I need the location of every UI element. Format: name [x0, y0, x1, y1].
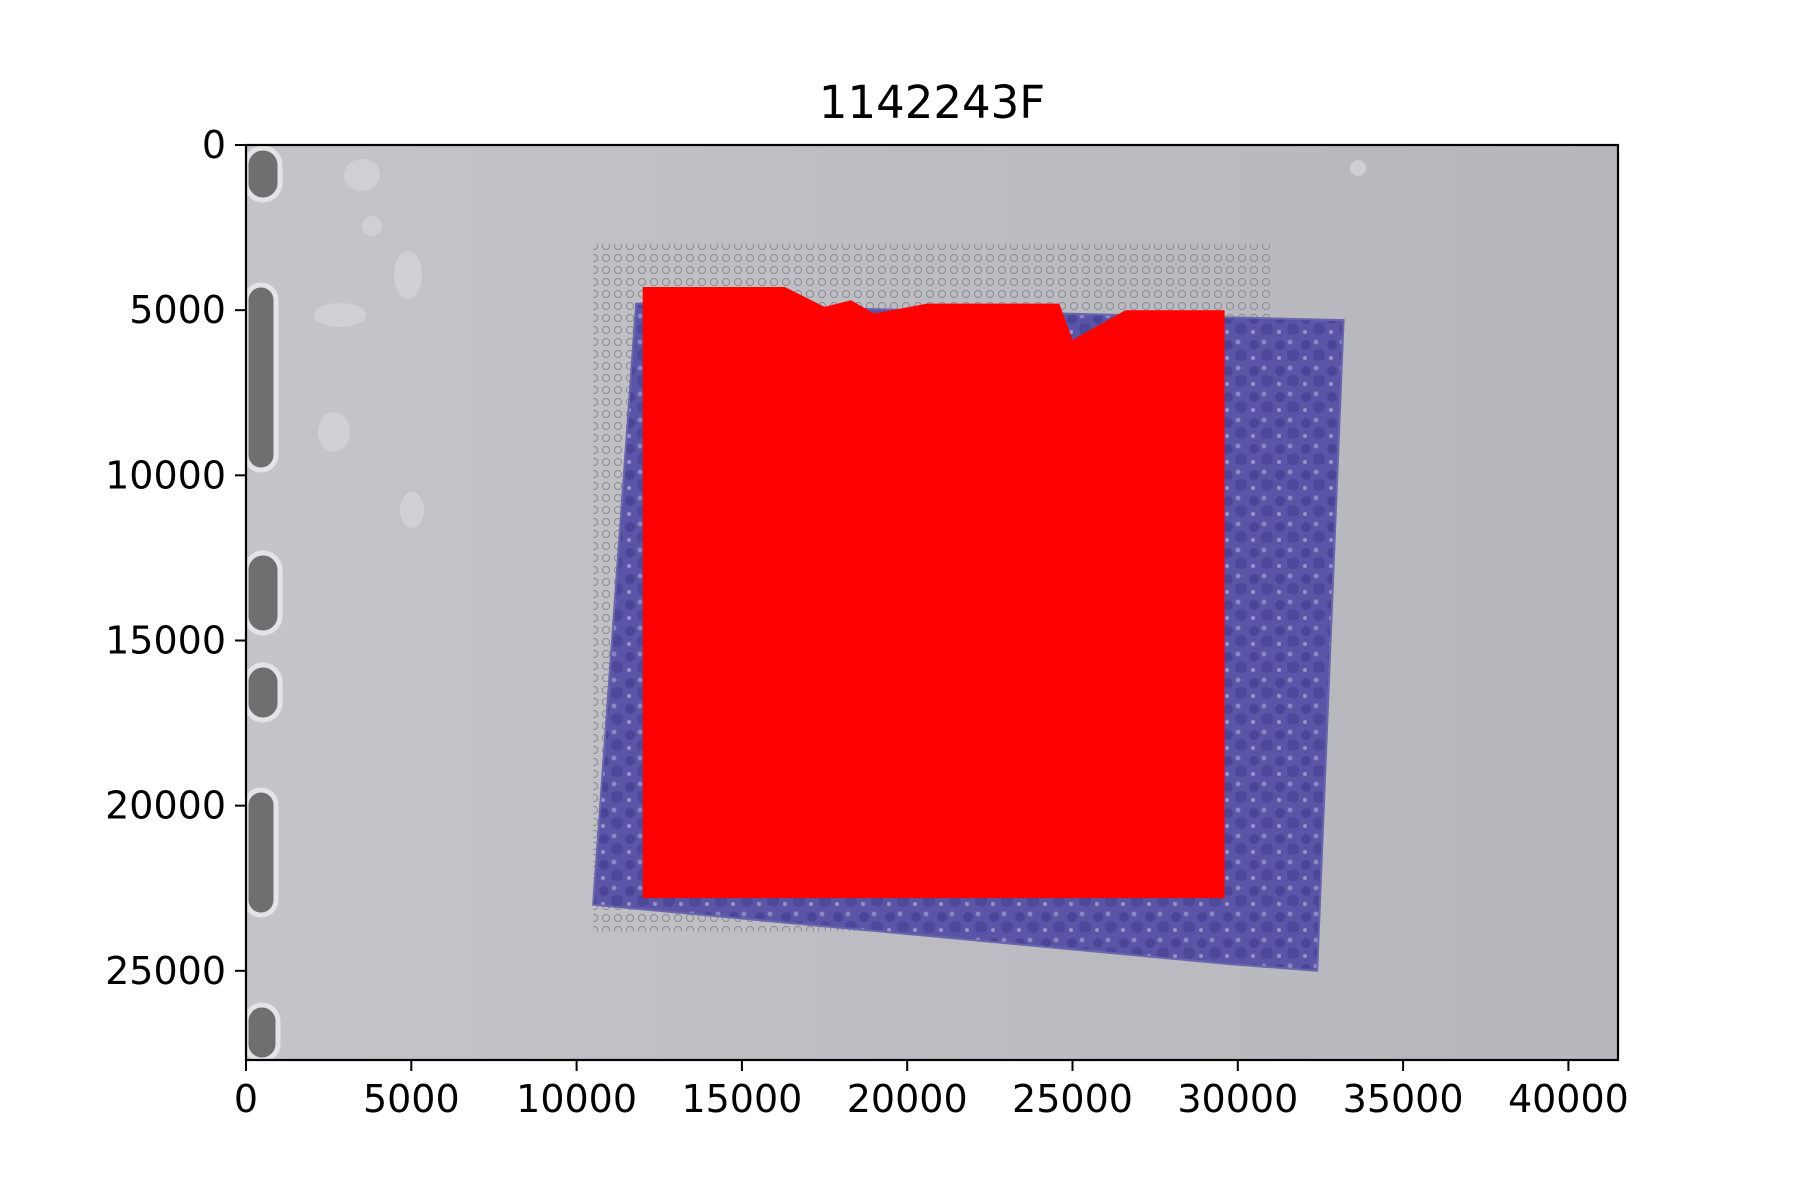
y-tick-label: 10000: [105, 453, 226, 497]
y-tick-label: 15000: [105, 618, 226, 662]
x-tick-label: 5000: [363, 1077, 460, 1121]
y-tick-label: 25000: [105, 949, 226, 993]
y-tick-label: 5000: [129, 288, 226, 332]
y-axis: 0 5000 10000 15000 20000 25000: [105, 123, 246, 993]
chart-title: 1142243F: [819, 76, 1045, 129]
slide-edge-bubbles: [246, 145, 283, 1060]
x-tick-label: 30000: [1177, 1077, 1298, 1121]
plot-area: [246, 145, 1618, 1060]
slide-artifacts: [314, 159, 1366, 528]
x-tick-label: 25000: [1012, 1077, 1133, 1121]
x-tick-label: 20000: [847, 1077, 968, 1121]
x-tick-label: 15000: [681, 1077, 802, 1121]
x-tick-label: 40000: [1508, 1077, 1629, 1121]
x-tick-label: 10000: [516, 1077, 637, 1121]
selected-spots: [642, 287, 1225, 899]
plot-frame: [244, 143, 1620, 1062]
x-tick-label: 0: [234, 1077, 258, 1121]
y-tick-label: 20000: [105, 784, 226, 828]
x-tick-label: 35000: [1343, 1077, 1464, 1121]
x-axis: 0 5000 10000 15000 20000 25000 30000 35000 40000: [234, 1060, 1629, 1121]
y-tick-label: 0: [202, 123, 226, 167]
